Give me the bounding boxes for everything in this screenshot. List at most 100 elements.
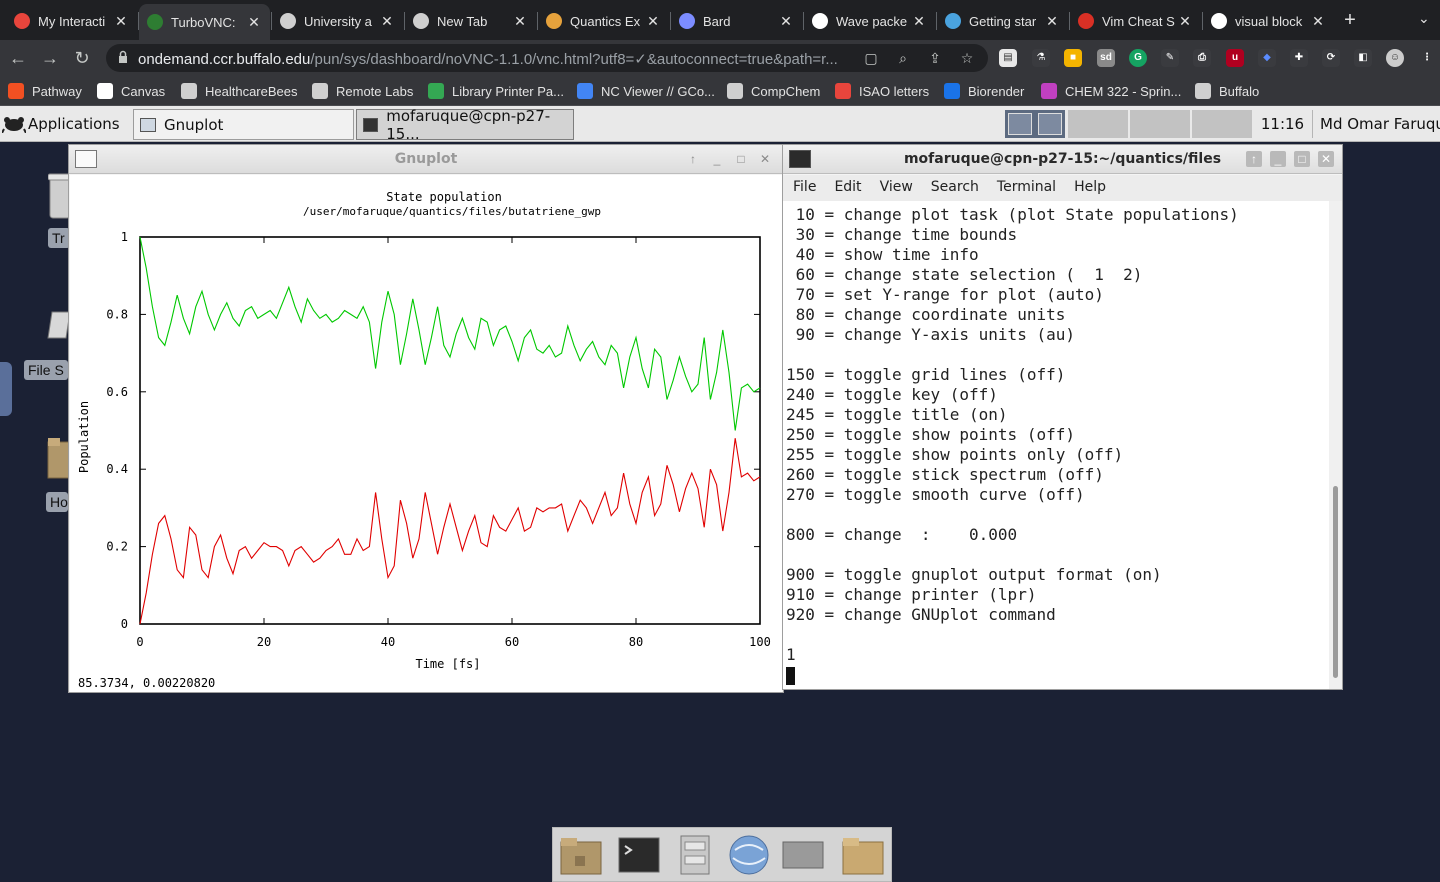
scrollbar-thumb[interactable] xyxy=(1333,486,1338,678)
desktop-icon-label[interactable]: Tr xyxy=(48,228,70,248)
zoom-icon[interactable]: ⌕ xyxy=(899,50,907,66)
side-panel-icon[interactable]: ◧ xyxy=(1354,49,1372,67)
tab-close-icon[interactable]: ✕ xyxy=(381,12,393,29)
tab-4[interactable]: New Tab ✕ xyxy=(405,6,536,36)
reload-icon[interactable]: ↻ xyxy=(74,48,90,68)
menu-terminal[interactable]: Terminal xyxy=(996,179,1057,195)
bookmark-8[interactable]: ISAO letters xyxy=(835,82,929,100)
tab-close-icon[interactable]: ✕ xyxy=(514,12,526,29)
close-icon[interactable]: ✕ xyxy=(759,152,771,166)
flask-extension-icon[interactable]: ⚗ xyxy=(1032,49,1050,67)
gnuplot-window[interactable]: Gnuplot ↑ _ □ ✕ State population /user/m… xyxy=(68,144,784,693)
bookmark-star-icon[interactable]: ☆ xyxy=(960,50,974,66)
novnc-control-handle[interactable] xyxy=(0,362,12,416)
gem-extension-icon[interactable]: ◆ xyxy=(1258,49,1276,67)
tab-close-icon[interactable]: ✕ xyxy=(1179,12,1191,29)
menu-help[interactable]: Help xyxy=(1074,179,1106,195)
workspace-2[interactable] xyxy=(1038,113,1062,135)
tab-close-icon[interactable]: ✕ xyxy=(115,12,127,29)
shade-up-icon[interactable]: ↑ xyxy=(690,152,696,166)
file-cabinet-icon[interactable] xyxy=(673,834,717,876)
tab-2[interactable]: TurboVNC: ✕ xyxy=(139,4,270,40)
tab-close-icon[interactable]: ✕ xyxy=(248,13,260,30)
trash-icon[interactable] xyxy=(48,172,72,220)
tab-close-icon[interactable]: ✕ xyxy=(913,12,925,29)
minimize-icon[interactable]: _ xyxy=(1270,151,1286,167)
bookmark-6[interactable]: NC Viewer // GCo... xyxy=(577,82,715,100)
bookmark-3[interactable]: HealthcareBees xyxy=(181,82,298,100)
tab-6[interactable]: Bard ✕ xyxy=(671,6,802,36)
close-icon[interactable]: ✕ xyxy=(1318,151,1334,167)
tab-search-chevron-icon[interactable]: ⌄ xyxy=(1418,10,1430,26)
bookmark-1[interactable]: Pathway xyxy=(8,82,82,100)
gnuplot-canvas[interactable]: State population /user/mofaruque/quantic… xyxy=(70,175,782,692)
applications-menu[interactable]: Applications xyxy=(2,112,120,136)
shade-up-icon[interactable]: ↑ xyxy=(1246,151,1262,167)
keep-extension-icon[interactable]: ■ xyxy=(1064,49,1082,67)
web-browser-globe-icon[interactable] xyxy=(727,834,771,876)
back-arrow-icon[interactable]: ← xyxy=(9,48,27,68)
menu-search[interactable]: Search xyxy=(930,179,979,195)
tab-3[interactable]: University a ✕ xyxy=(272,6,403,36)
gnuplot-titlebar[interactable]: Gnuplot ↑ _ □ ✕ xyxy=(69,145,783,174)
tab-8[interactable]: Getting star ✕ xyxy=(937,6,1068,36)
tab-5[interactable]: Quantics Ex ✕ xyxy=(538,6,669,36)
kebab-menu-icon[interactable]: ⋮ xyxy=(1418,49,1436,67)
bookmark-label: ISAO letters xyxy=(859,83,930,99)
window-menu-icon[interactable] xyxy=(75,150,97,168)
menu-file[interactable]: File xyxy=(793,179,817,195)
terminal-window-icon[interactable] xyxy=(789,150,811,168)
pen-extension-icon[interactable]: ✎ xyxy=(1161,49,1179,67)
tab-close-icon[interactable]: ✕ xyxy=(647,12,659,29)
bookmark-10[interactable]: CHEM 322 - Sprin... xyxy=(1041,82,1181,100)
desktop-icon-label[interactable]: File S xyxy=(24,360,68,380)
display-icon[interactable] xyxy=(781,834,825,876)
tab-close-icon[interactable]: ✕ xyxy=(1312,12,1324,29)
workspace-1[interactable] xyxy=(1008,113,1032,135)
folder-icon[interactable] xyxy=(841,834,885,876)
share-icon[interactable]: ⇪ xyxy=(929,50,941,66)
bookmark-5[interactable]: Library Printer Pa... xyxy=(428,82,564,100)
bookmark-11[interactable]: Buffalo xyxy=(1195,82,1259,100)
workspace-pager[interactable] xyxy=(1005,110,1065,138)
sd-extension-icon[interactable]: sd xyxy=(1097,49,1115,67)
terminal-output[interactable]: 10 = change plot task (plot State popula… xyxy=(783,201,1329,689)
tab-close-icon[interactable]: ✕ xyxy=(780,12,792,29)
minimize-icon[interactable]: _ xyxy=(713,152,721,166)
ublock-icon[interactable]: u xyxy=(1226,49,1244,67)
tab-7[interactable]: Wave packe ✕ xyxy=(804,6,935,36)
document-extension-icon[interactable]: ▤ xyxy=(999,49,1017,67)
clipboard-icon[interactable]: ▢ xyxy=(864,50,878,66)
terminal-line: 150 = toggle grid lines (off) xyxy=(786,365,1066,384)
terminal-icon[interactable] xyxy=(617,834,661,876)
taskbar-terminal[interactable]: mofaruque@cpn-p27-15... xyxy=(356,107,574,143)
panel-user-name[interactable]: Md Omar Faruque xyxy=(1312,110,1440,138)
menu-edit[interactable]: Edit xyxy=(834,179,862,195)
bookmark-9[interactable]: Biorender xyxy=(944,82,1024,100)
home-folder-icon[interactable] xyxy=(559,834,603,876)
maximize-icon[interactable]: □ xyxy=(737,152,745,166)
tab-1[interactable]: My Interacti ✕ xyxy=(6,6,137,36)
tab-9[interactable]: Vim Cheat S ✕ xyxy=(1070,6,1201,36)
terminal-titlebar[interactable]: mofaruque@cpn-p27-15:~/quantics/files ↑ … xyxy=(783,145,1342,174)
drive-icon[interactable] xyxy=(46,310,72,342)
menu-view[interactable]: View xyxy=(879,179,913,195)
terminal-scrollbar[interactable] xyxy=(1329,201,1342,689)
desktop-icon-label[interactable]: Ho xyxy=(46,492,68,512)
grammarly-icon[interactable]: G xyxy=(1129,49,1147,67)
bookmark-2[interactable]: Canvas xyxy=(97,82,165,100)
forward-arrow-icon[interactable]: → xyxy=(41,48,59,68)
bookmark-7[interactable]: CompChem xyxy=(727,82,820,100)
tab-close-icon[interactable]: ✕ xyxy=(1046,12,1058,29)
terminal-window[interactable]: mofaruque@cpn-p27-15:~/quantics/files ↑ … xyxy=(782,144,1343,690)
tab-10[interactable]: visual block ✕ xyxy=(1203,6,1334,36)
new-tab-button[interactable]: + xyxy=(1344,9,1356,31)
sync-extension-icon[interactable]: ⟳ xyxy=(1322,49,1340,67)
maximize-icon[interactable]: □ xyxy=(1294,151,1310,167)
puzzle-extensions-icon[interactable]: ✚ xyxy=(1290,49,1308,67)
bookmark-4[interactable]: Remote Labs xyxy=(312,82,413,100)
address-bar[interactable]: ondemand.ccr.buffalo.edu/pun/sys/dashboa… xyxy=(106,44,988,72)
printer-extension-icon[interactable]: ⎙ xyxy=(1193,49,1211,67)
profile-avatar[interactable]: ☺ xyxy=(1386,49,1404,67)
taskbar-gnuplot[interactable]: Gnuplot xyxy=(133,109,354,140)
